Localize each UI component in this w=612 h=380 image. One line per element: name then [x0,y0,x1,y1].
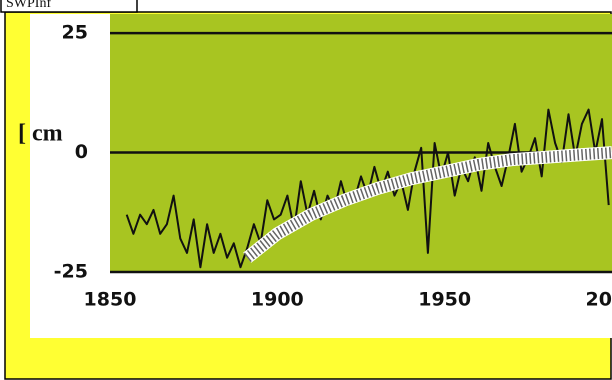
trend-line-pattern [243,147,612,263]
y-axis-label: [ cm [18,121,63,147]
y-tick-label: -25 [54,261,88,283]
plot-area [110,14,612,272]
tab[interactable] [0,0,138,13]
y-tick-label: 25 [62,22,88,44]
tab-label[interactable]: SWPInf [6,0,51,11]
x-tick-label: 2000 [586,289,612,311]
x-tick-label: 1950 [418,289,471,311]
x-tick-label: 1900 [251,289,304,311]
x-tick-label: 1850 [84,289,137,311]
y-tick-label: 0 [75,141,88,163]
